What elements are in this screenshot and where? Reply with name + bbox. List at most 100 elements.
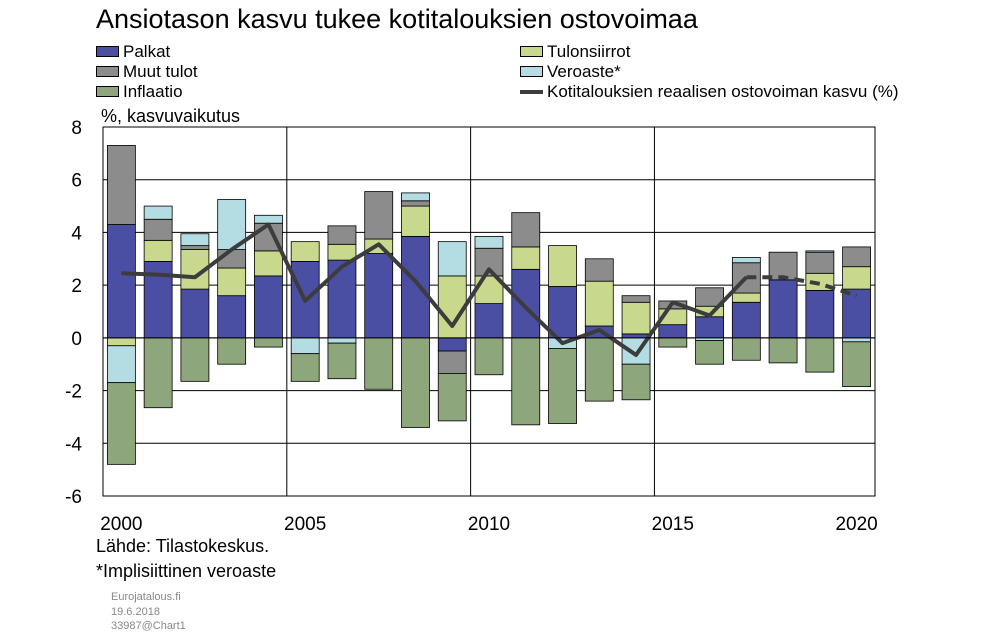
bar-palkat-2019 <box>805 290 835 339</box>
x-tick-label: 2010 <box>468 514 510 535</box>
bar-inflaatio-2015 <box>658 337 688 348</box>
y-tick-label: -6 <box>65 487 82 508</box>
bar-muut-tulot-2011 <box>511 212 541 248</box>
bar-muut-tulot-2016 <box>695 287 724 307</box>
site-label: Eurojatalous.fi <box>111 591 181 603</box>
bar-tulonsiirrot-2005 <box>290 241 320 262</box>
bar-muut-tulot-2020 <box>842 246 872 268</box>
bar-inflaatio-2020 <box>842 341 872 388</box>
bar-palkat-2012 <box>548 286 577 339</box>
bar-inflaatio-2017 <box>731 337 761 361</box>
bar-veroaste-2004 <box>254 214 283 224</box>
bar-inflaatio-2013 <box>584 337 614 402</box>
bar-inflaatio-2008 <box>401 337 430 428</box>
bar-inflaatio-2018 <box>768 337 798 364</box>
bar-palkat-2017 <box>731 301 761 339</box>
bar-inflaatio-2001 <box>143 337 173 409</box>
bar-palkat-2015 <box>658 324 688 339</box>
legend-swatch-tulonsiirrot <box>520 46 543 57</box>
bar-tulonsiirrot-2004 <box>254 250 283 277</box>
bar-palkat-2018 <box>768 279 798 339</box>
y-tick-label: 4 <box>71 223 82 244</box>
legend-label: Tulonsiirrot <box>547 42 631 61</box>
bar-palkat-2002 <box>180 288 210 339</box>
bar-tulonsiirrot-2020 <box>842 266 872 290</box>
bar-muut-tulot-2006 <box>327 225 357 245</box>
bar-palkat-2014 <box>621 333 651 339</box>
y-tick-label: 2 <box>71 276 82 297</box>
x-tick-label: 2020 <box>835 514 877 535</box>
legend-label: Kotitalouksien reaalisen ostovoiman kasv… <box>547 82 899 101</box>
bar-inflaatio-2000 <box>106 382 136 465</box>
x-tick-label: 2015 <box>652 514 694 535</box>
bar-palkat-2000 <box>106 224 136 339</box>
bar-palkat-2006 <box>327 259 357 339</box>
bar-inflaatio-2019 <box>805 337 835 373</box>
y-tick-label: -4 <box>65 434 82 455</box>
bar-muut-tulot-2001 <box>143 218 173 241</box>
bar-muut-tulot-2008 <box>401 200 430 207</box>
bar-muut-tulot-2014 <box>621 295 651 303</box>
line-ostovoima-actual <box>121 222 748 357</box>
bar-palkat-2003 <box>217 295 247 339</box>
legend-label: Palkat <box>123 42 171 61</box>
bar-muut-tulot-2019 <box>805 251 835 274</box>
bar-veroaste-2020 <box>842 337 872 343</box>
legend-swatch-inflaatio <box>96 86 119 97</box>
plot-frame <box>102 126 876 497</box>
bar-palkat-2020 <box>842 288 872 339</box>
bar-muut-tulot-2009 <box>437 350 467 374</box>
bar-inflaatio-2011 <box>511 337 541 426</box>
bar-tulonsiirrot-2012 <box>548 245 577 287</box>
y-tick-label: -2 <box>65 382 82 403</box>
bar-inflaatio-2006 <box>327 342 357 380</box>
bar-inflaatio-2010 <box>474 337 504 376</box>
y-tick-label: 6 <box>71 171 82 192</box>
line-ostovoima-forecast <box>746 275 858 298</box>
bar-tulonsiirrot-2014 <box>621 301 651 335</box>
bar-tulonsiirrot-2008 <box>401 205 430 237</box>
bar-veroaste-2002 <box>180 233 210 247</box>
chart-id-label: 33987@Chart1 <box>111 620 186 632</box>
bar-tulonsiirrot-2013 <box>584 280 614 327</box>
bar-tulonsiirrot-2003 <box>217 267 247 297</box>
date-label: 19.6.2018 <box>111 606 160 618</box>
chart-title: Ansiotason kasvu tukee kotitalouksien os… <box>96 4 698 34</box>
y-axis-label: %, kasvuvaikutus <box>101 106 241 126</box>
bar-tulonsiirrot-2011 <box>511 246 541 270</box>
bar-palkat-2008 <box>401 235 430 339</box>
footnote: *Implisiittinen veroaste <box>96 561 277 581</box>
bar-veroaste-2005 <box>290 337 320 355</box>
legend-swatch-veroaste <box>520 66 543 77</box>
x-tick-label: 2000 <box>100 514 142 535</box>
bar-inflaatio-2014 <box>621 363 651 401</box>
bar-veroaste-2017 <box>731 257 761 264</box>
bar-inflaatio-2009 <box>437 373 467 422</box>
bar-inflaatio-2012 <box>548 347 577 424</box>
bar-veroaste-2001 <box>143 205 173 220</box>
bar-tulonsiirrot-2001 <box>143 239 173 262</box>
bar-tulonsiirrot-2000 <box>106 337 136 347</box>
legend-line-ostovoima <box>520 90 543 94</box>
bar-palkat-2016 <box>695 316 724 339</box>
bar-veroaste-2006 <box>327 337 357 344</box>
bar-inflaatio-2016 <box>695 340 724 365</box>
legend-label: Inflaatio <box>123 82 183 101</box>
bar-inflaatio-2002 <box>180 337 210 382</box>
bar-tulonsiirrot-2017 <box>731 292 761 303</box>
bar-veroaste-2009 <box>437 241 467 277</box>
bar-muut-tulot-2013 <box>584 258 614 282</box>
legend-swatch-muut-tulot <box>96 66 119 77</box>
bar-palkat-2004 <box>254 275 283 339</box>
bar-muut-tulot-2002 <box>180 245 210 250</box>
y-tick-label: 8 <box>71 118 82 139</box>
bar-muut-tulot-2000 <box>106 145 136 225</box>
x-tick-label: 2005 <box>284 514 326 535</box>
bar-inflaatio-2003 <box>217 337 247 365</box>
bar-muut-tulot-2007 <box>364 191 394 240</box>
legend-swatch-palkat <box>96 46 119 57</box>
y-tick-label: 0 <box>71 329 82 350</box>
bar-palkat-2011 <box>511 268 541 339</box>
bar-inflaatio-2007 <box>364 337 394 390</box>
